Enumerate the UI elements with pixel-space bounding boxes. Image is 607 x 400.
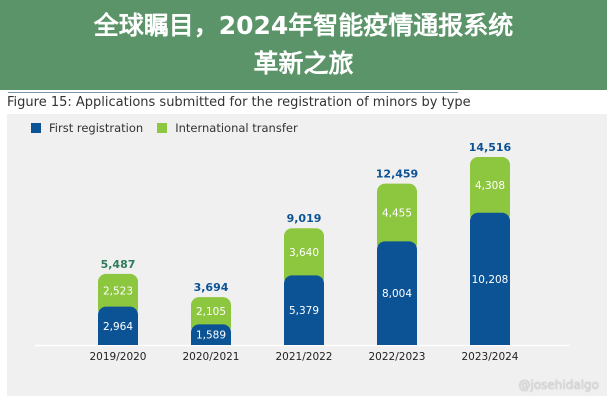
category-label: 2022/2023	[369, 351, 426, 363]
bar-first-registration	[377, 241, 417, 345]
segment-label-first-registration: 10,208	[472, 274, 509, 286]
bar-base	[191, 337, 231, 345]
bar-international-transfer	[98, 273, 138, 317]
segment-label-first-registration: 2,964	[103, 321, 133, 333]
legend-item-international-transfer: International transfer	[157, 121, 298, 135]
segment-label-international-transfer: 4,455	[382, 207, 412, 219]
category-label: 2023/2024	[462, 351, 519, 363]
segment-label-international-transfer: 2,105	[196, 306, 226, 318]
legend-swatch	[157, 123, 168, 133]
total-label: 3,694	[194, 281, 229, 294]
bar-first-registration	[284, 275, 324, 345]
segment-label-first-registration: 5,379	[289, 305, 319, 317]
segment-label-international-transfer: 2,523	[103, 285, 133, 297]
legend-label: First registration	[49, 121, 144, 135]
total-label: 9,019	[287, 212, 322, 225]
segment-label-international-transfer: 3,640	[289, 247, 319, 259]
bar-first-registration	[98, 306, 138, 345]
segment-label-international-transfer: 4,308	[475, 180, 505, 192]
category-label: 2020/2021	[183, 351, 240, 363]
total-label: 12,459	[376, 168, 418, 181]
segment-label-first-registration: 1,589	[196, 330, 226, 342]
total-label: 14,516	[469, 141, 512, 154]
category-label: 2021/2022	[276, 351, 333, 363]
category-label: 2019/2020	[90, 351, 147, 363]
legend: First registration International transfe…	[31, 121, 298, 135]
headline-banner: 全球瞩目，2024年智能疫情通报系统 革新之旅	[0, 0, 607, 90]
bar-base	[470, 337, 510, 345]
legend-label: International transfer	[175, 121, 298, 135]
bar-base	[284, 337, 324, 345]
total-label: 5,487	[101, 258, 136, 271]
headline-line-2: 革新之旅	[253, 49, 354, 78]
top-rule	[8, 92, 458, 93]
bar-international-transfer	[377, 183, 417, 252]
figure-title: Figure 15: Applications submitted for th…	[7, 95, 471, 110]
bar-base	[377, 337, 417, 345]
watermark: @josehidalgo	[518, 378, 599, 392]
headline-line-1: 全球瞩目，2024年智能疫情通报系统	[93, 11, 514, 40]
bar-international-transfer	[470, 157, 510, 223]
bar-international-transfer	[284, 228, 324, 286]
segment-label-first-registration: 8,004	[382, 288, 412, 300]
legend-item-first-registration: First registration	[31, 121, 143, 135]
bar-first-registration	[470, 212, 510, 345]
legend-swatch	[31, 123, 41, 133]
bar-base	[98, 337, 138, 345]
